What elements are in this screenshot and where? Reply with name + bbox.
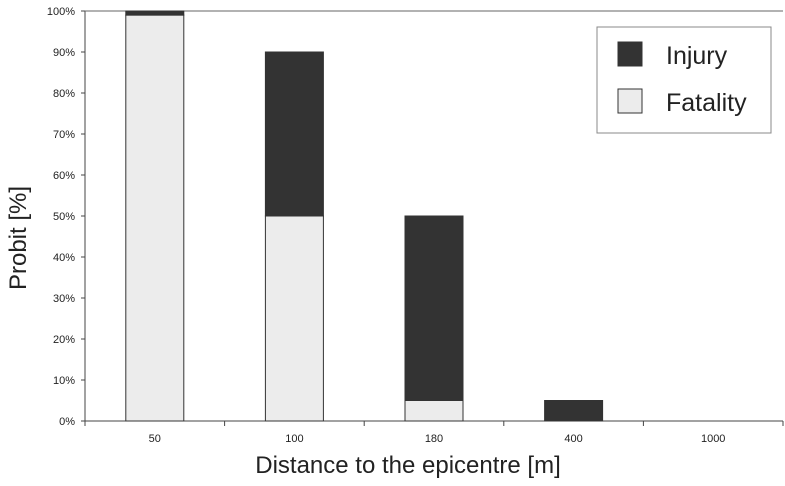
y-tick-label: 30%	[53, 293, 75, 305]
bar-fatality-100	[264, 215, 324, 422]
x-tick-labels: 50 100 180 400 1000	[149, 433, 726, 445]
legend: Injury Fatality	[596, 26, 772, 134]
bar-fatality-50	[125, 14, 185, 422]
legend-label-fatality: Fatality	[666, 89, 747, 117]
x-tick-label: 100	[285, 433, 303, 445]
y-tick-label: 90%	[53, 47, 75, 59]
x-tick-label: 180	[425, 433, 443, 445]
axes	[81, 10, 784, 426]
bars	[125, 10, 604, 422]
bar-injury-50	[125, 10, 185, 16]
y-tick-label: 80%	[53, 88, 75, 100]
y-tick-label: 50%	[53, 211, 75, 223]
legend-swatch-fatality	[617, 88, 643, 114]
y-tick-label: 40%	[53, 252, 75, 264]
bar-injury-400	[544, 400, 604, 422]
y-tick-label: 0%	[59, 416, 75, 428]
y-tick-labels: 0% 10% 20% 30% 40% 50% 60% 70% 80% 90% 100%	[47, 6, 75, 428]
y-axis-title: Probit [%]	[5, 186, 32, 290]
x-tick-label: 50	[149, 433, 161, 445]
x-axis-title: Distance to the epicentre [m]	[255, 452, 560, 479]
bar-fatality-180	[404, 400, 464, 422]
y-tick-label: 20%	[53, 334, 75, 346]
y-tick-label: 70%	[53, 129, 75, 141]
y-tick-label: 60%	[53, 170, 75, 182]
y-tick-label: 100%	[47, 6, 75, 18]
legend-swatch-injury	[617, 41, 643, 67]
x-tick-label: 400	[564, 433, 582, 445]
legend-label-injury: Injury	[666, 42, 728, 70]
bar-injury-100	[264, 51, 324, 217]
y-tick-label: 10%	[53, 375, 75, 387]
bar-injury-180	[404, 215, 464, 401]
x-tick-label: 1000	[701, 433, 725, 445]
